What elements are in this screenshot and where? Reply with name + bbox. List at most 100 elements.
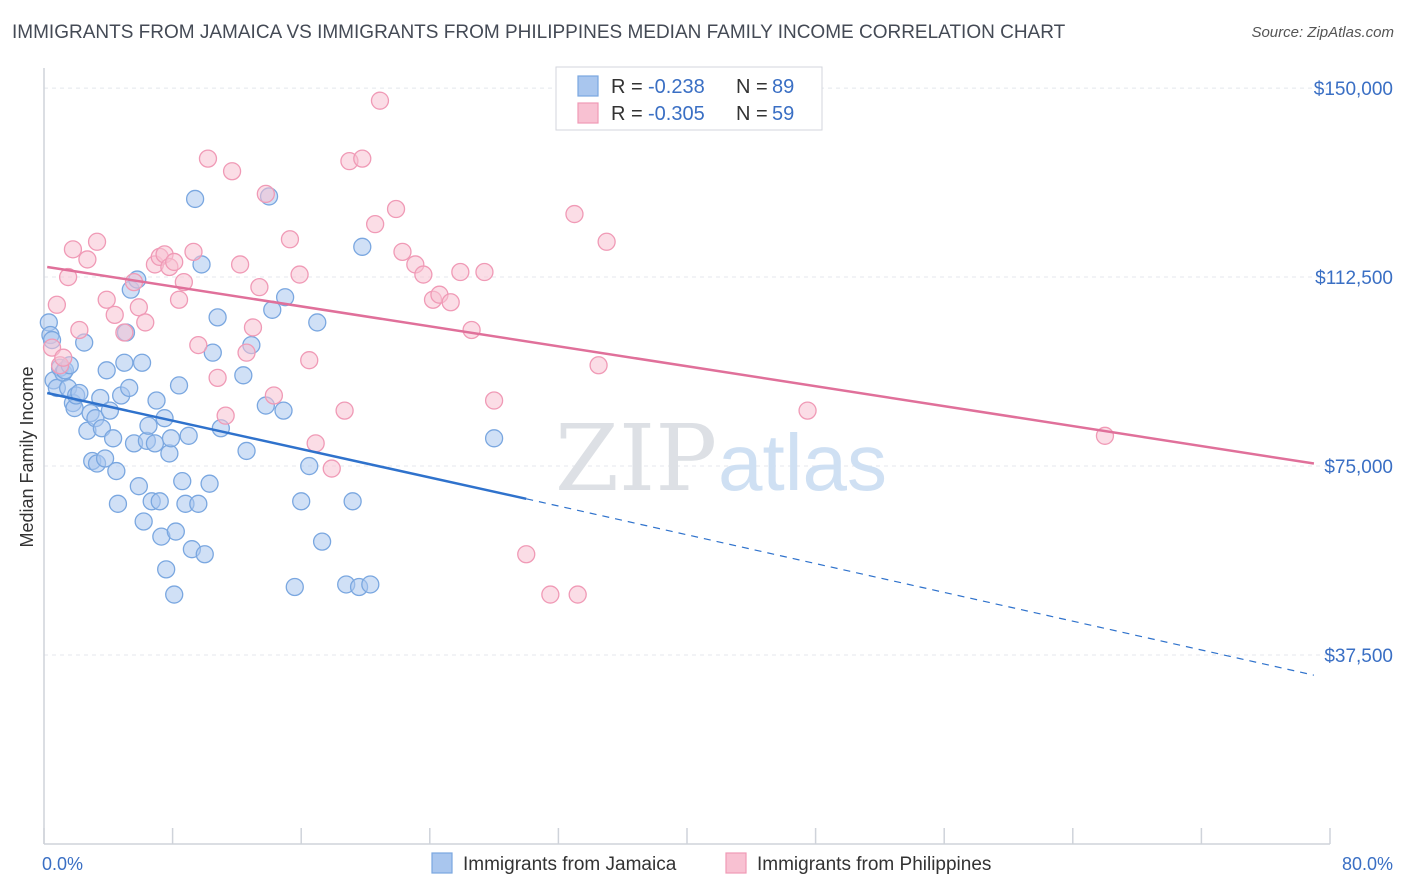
- point-0-13: [70, 383, 89, 403]
- point-0-81: [361, 575, 380, 594]
- point-0-73: [292, 492, 311, 511]
- point-1-19: [165, 252, 184, 272]
- y-tick-label-3: $150,000: [1314, 79, 1393, 100]
- point-1-10: [105, 305, 124, 325]
- point-0-71: [275, 288, 295, 307]
- point-1-5: [63, 240, 83, 259]
- point-1-58: [565, 204, 584, 224]
- watermark: ZIP atlas: [555, 405, 887, 512]
- point-1-56: [541, 585, 560, 604]
- point-1-57: [568, 585, 587, 604]
- point-0-49: [165, 585, 184, 604]
- point-0-31: [120, 378, 139, 398]
- point-0-61: [203, 343, 222, 362]
- point-1-32: [256, 184, 275, 204]
- point-1-36: [300, 351, 319, 370]
- point-1-8: [87, 232, 107, 251]
- bottom-legend-label-philippines: Immigrants from Philippines: [757, 854, 991, 875]
- legend-r-label-1: R =: [611, 103, 643, 125]
- trend-line-1: [47, 265, 1315, 465]
- legend-r-label-0: R =: [611, 76, 643, 98]
- point-1-50: [441, 293, 460, 312]
- legend-n-value-1: 59: [772, 103, 794, 125]
- y-tick-labels: $37,500 $75,000 $112,500 $150,000: [1314, 79, 1393, 667]
- point-1-7: [78, 250, 97, 269]
- point-0-52: [173, 472, 192, 491]
- point-0-48: [161, 429, 181, 448]
- legend-n-label-0: N =: [736, 76, 768, 98]
- point-0-25: [103, 429, 123, 448]
- point-0-47: [160, 444, 179, 463]
- point-1-25: [208, 368, 227, 387]
- point-1-27: [222, 162, 242, 181]
- point-0-22: [95, 449, 115, 468]
- point-1-35: [290, 265, 309, 284]
- chart-title: IMMIGRANTS FROM JAMAICA VS IMMIGRANTS FR…: [12, 22, 1066, 43]
- point-0-20: [91, 388, 110, 408]
- point-1-51: [451, 262, 470, 282]
- point-1-52: [462, 320, 481, 340]
- point-0-59: [195, 545, 214, 564]
- series-legend: Immigrants from Jamaica Immigrants from …: [431, 852, 991, 875]
- point-1-38: [322, 459, 341, 478]
- stats-legend: R = -0.238 N = 89 R = -0.305 N = 59: [555, 66, 823, 131]
- point-1-41: [353, 149, 372, 168]
- x-tick-label-min: 0.0%: [42, 854, 83, 874]
- point-1-14: [136, 313, 155, 332]
- point-0-75: [308, 313, 327, 332]
- point-0-36: [132, 353, 152, 372]
- point-0-50: [166, 522, 185, 541]
- y-tick-label-1: $75,000: [1324, 457, 1393, 478]
- legend-n-label-1: N =: [736, 103, 768, 125]
- point-1-60: [589, 356, 608, 375]
- legend-swatch-philippines: [577, 102, 599, 124]
- chart-source: Source: ZipAtlas.com: [1251, 24, 1394, 41]
- trend-line-extension-0: [526, 498, 1315, 676]
- point-1-47: [414, 265, 433, 284]
- point-1-54: [484, 391, 504, 410]
- series-philippines-points: [42, 91, 1115, 604]
- point-0-27: [108, 494, 128, 513]
- point-1-1: [47, 295, 67, 314]
- stats-legend-box: [555, 66, 823, 131]
- point-0-35: [129, 477, 148, 496]
- point-1-22: [184, 242, 203, 262]
- point-0-70: [274, 401, 293, 420]
- point-1-24: [198, 149, 218, 168]
- point-1-44: [386, 199, 406, 219]
- bottom-legend-swatch-philippines: [725, 852, 747, 874]
- point-0-80: [353, 237, 372, 256]
- point-1-39: [335, 401, 354, 420]
- point-0-57: [189, 494, 208, 513]
- x-tick-label-max: 80.0%: [1342, 854, 1393, 874]
- point-1-6: [70, 320, 89, 340]
- point-0-42: [147, 391, 166, 410]
- point-1-9: [97, 290, 116, 309]
- point-0-76: [312, 532, 332, 551]
- point-1-34: [280, 230, 300, 249]
- point-0-23: [97, 361, 116, 380]
- point-1-42: [365, 214, 385, 234]
- point-0-78: [343, 492, 362, 511]
- point-0-51: [169, 376, 189, 395]
- legend-r-value-0: -0.238: [648, 76, 705, 98]
- point-1-11: [115, 323, 134, 342]
- x-tick-marks: [43, 828, 1331, 844]
- point-0-46: [157, 560, 176, 579]
- point-1-13: [129, 298, 148, 317]
- point-0-64: [234, 366, 253, 385]
- point-1-37: [306, 434, 325, 453]
- y-axis-label: Median Family Income: [17, 366, 37, 547]
- point-1-29: [237, 343, 256, 362]
- point-1-31: [250, 277, 269, 297]
- point-0-37: [134, 512, 153, 531]
- bottom-legend-label-jamaica: Immigrants from Jamaica: [463, 854, 677, 875]
- point-0-74: [300, 456, 319, 476]
- point-0-65: [237, 441, 256, 461]
- point-1-30: [243, 318, 263, 337]
- point-1-4: [58, 267, 78, 287]
- y-tick-label-0: $37,500: [1324, 646, 1393, 667]
- bottom-legend-swatch-jamaica: [431, 852, 453, 874]
- watermark-zip: ZIP: [555, 405, 717, 512]
